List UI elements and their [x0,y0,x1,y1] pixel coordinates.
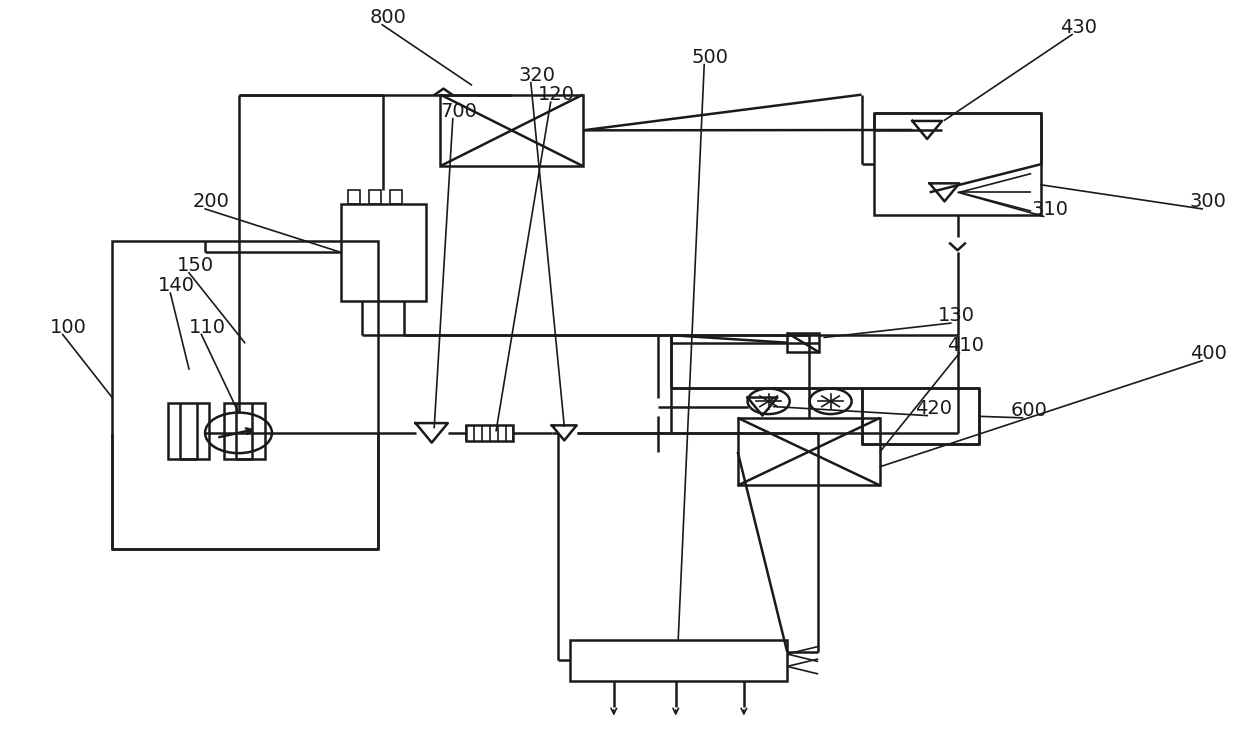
Bar [862,388,980,444]
Bar [223,403,264,459]
Bar [874,114,1042,215]
Text: 400: 400 [1189,344,1226,363]
Text: 110: 110 [188,318,226,337]
Text: 310: 310 [1032,200,1068,218]
Text: 800: 800 [370,8,407,27]
Text: 420: 420 [915,399,952,418]
Bar [167,403,208,459]
Text: 120: 120 [538,85,575,105]
Bar [341,203,425,301]
Bar [368,190,381,203]
Text: 500: 500 [692,48,729,67]
Bar [570,639,787,681]
Text: 320: 320 [518,66,556,85]
Text: 140: 140 [157,276,195,295]
Text: 600: 600 [1011,401,1047,420]
Text: 100: 100 [51,318,87,337]
Text: 700: 700 [440,102,477,121]
Bar [787,333,820,352]
Text: 150: 150 [176,256,213,275]
Bar [112,241,378,550]
Bar [440,95,583,166]
Text: 300: 300 [1189,192,1226,211]
Bar [389,190,402,203]
Bar [347,190,360,203]
Text: 430: 430 [1060,18,1096,37]
Text: 410: 410 [947,337,985,355]
Text: 200: 200 [192,192,229,211]
Text: 130: 130 [939,306,976,325]
Bar [466,425,513,441]
Bar [738,418,880,486]
